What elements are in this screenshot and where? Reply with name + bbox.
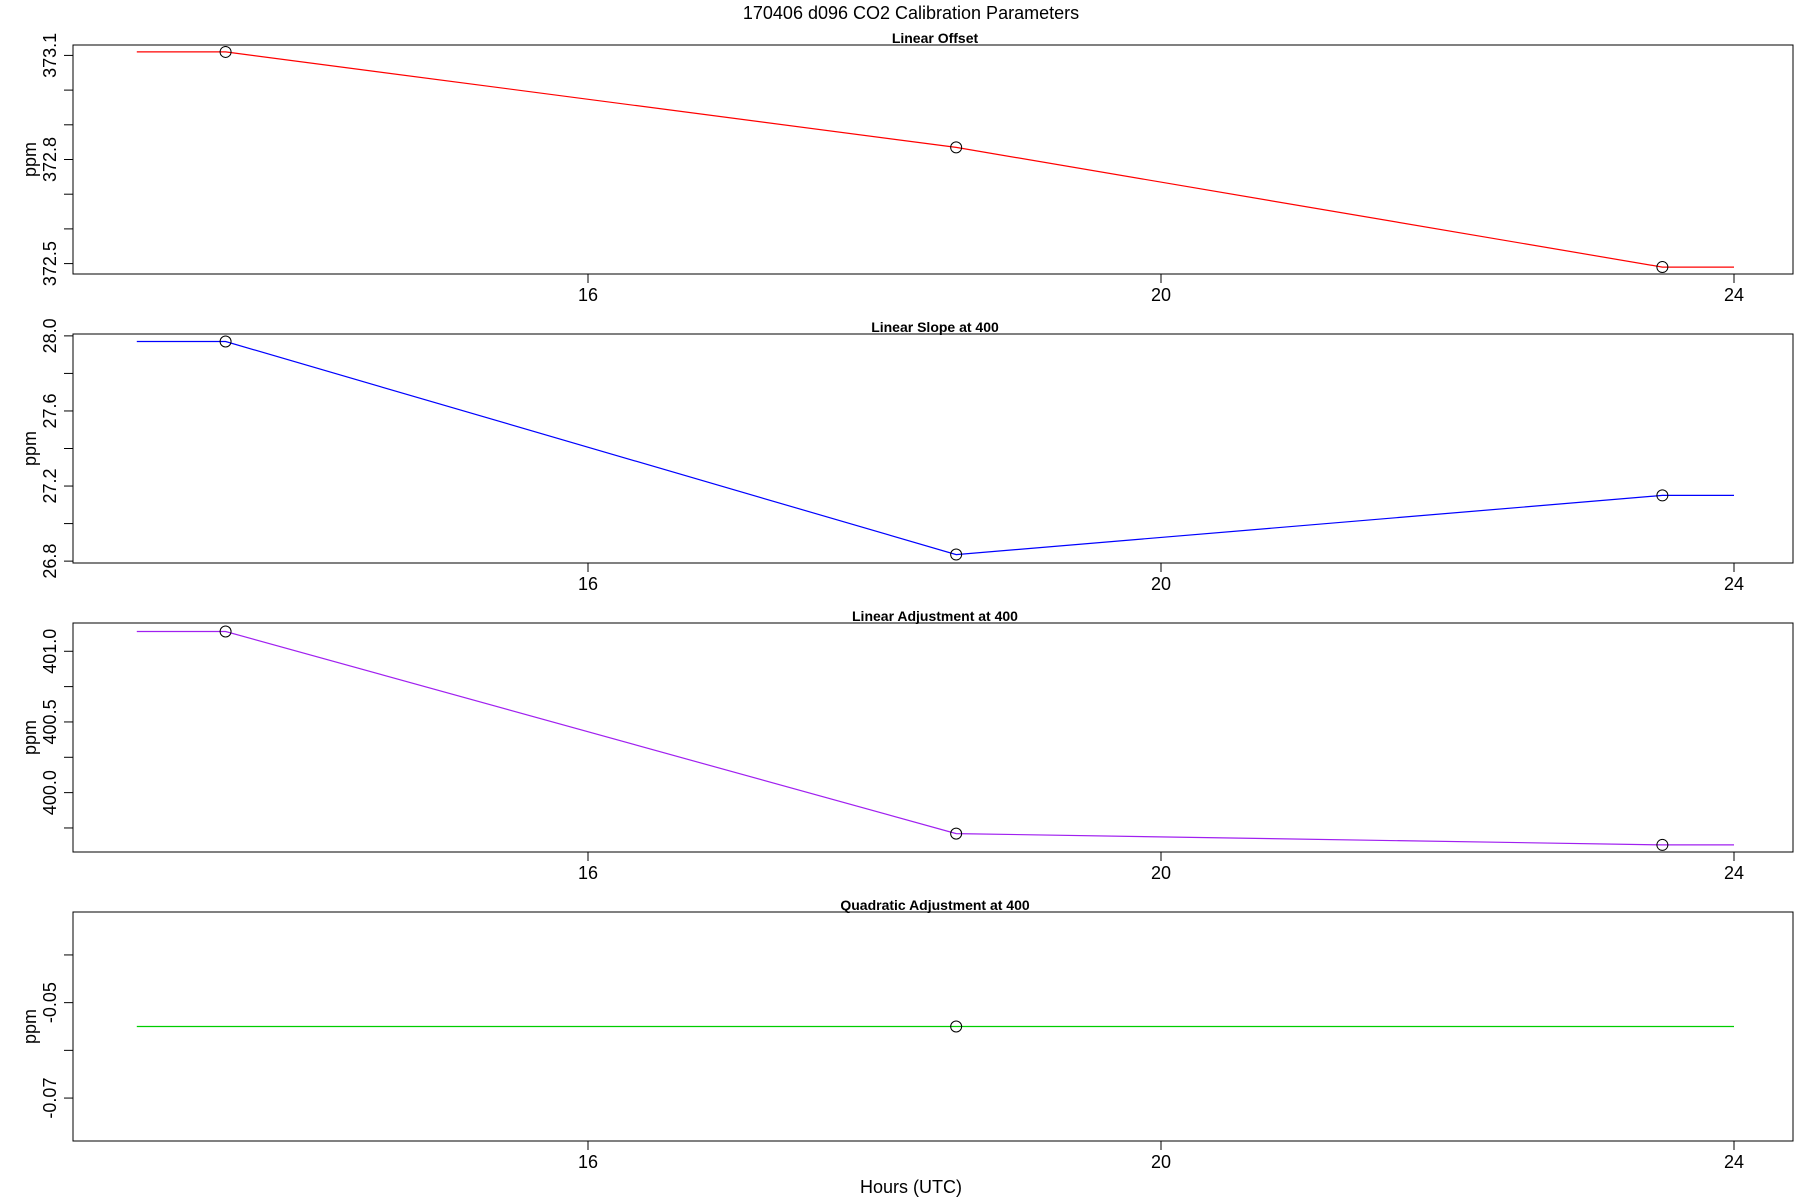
y-tick-label: 373.1 xyxy=(40,33,60,78)
x-tick-label: 16 xyxy=(578,1152,598,1172)
x-tick-label: 20 xyxy=(1151,863,1171,883)
y-tick-label: 401.0 xyxy=(40,629,60,674)
panel-title: Linear Adjustment at 400 xyxy=(852,608,1018,624)
data-point xyxy=(219,45,232,58)
x-tick-label: 24 xyxy=(1724,863,1744,883)
x-tick-label: 20 xyxy=(1151,285,1171,305)
y-tick-label: 26.8 xyxy=(40,544,60,579)
y-tick-label: 372.5 xyxy=(40,241,60,286)
x-tick-label: 16 xyxy=(578,574,598,594)
series-line xyxy=(136,630,1734,846)
plot-frame xyxy=(72,622,1794,853)
panel-title: Quadratic Adjustment at 400 xyxy=(840,897,1030,913)
figure-title: 170406 d096 CO2 Calibration Parameters xyxy=(743,3,1079,23)
data-point xyxy=(1656,261,1669,274)
series-line xyxy=(136,340,1734,556)
x-tick-label: 24 xyxy=(1724,1152,1744,1172)
panel-4: Quadratic Adjustment at 400 ppm 16 20 24 -0.0… xyxy=(20,897,1794,1172)
y-tick-label: 372.8 xyxy=(40,137,60,182)
plot-frame xyxy=(72,333,1794,564)
data-point xyxy=(950,141,963,154)
data-point xyxy=(950,827,963,840)
data-point xyxy=(950,1020,963,1033)
panel-title: Linear Slope at 400 xyxy=(871,319,999,335)
data-point xyxy=(1656,838,1669,851)
plot-frame xyxy=(72,911,1794,1142)
y-axis-label: ppm xyxy=(20,431,40,466)
panel-2: Linear Slope at 400 ppm 16 20 24 26.8 27.2 27.6… xyxy=(20,318,1794,594)
y-tick-label: -0.05 xyxy=(40,982,60,1023)
panel-title: Linear Offset xyxy=(892,30,979,46)
y-axis-label: ppm xyxy=(20,1009,40,1044)
y-axis-label: ppm xyxy=(20,720,40,755)
x-tick-label: 24 xyxy=(1724,574,1744,594)
data-point xyxy=(219,335,232,348)
y-tick-label: 27.6 xyxy=(40,393,60,428)
y-tick-label: 400.0 xyxy=(40,770,60,815)
x-tick-label: 20 xyxy=(1151,574,1171,594)
y-axis-label: ppm xyxy=(20,142,40,177)
y-tick-label: 28.0 xyxy=(40,318,60,353)
x-tick-label: 20 xyxy=(1151,1152,1171,1172)
data-point xyxy=(219,625,232,638)
x-axis-label: Hours (UTC) xyxy=(860,1177,962,1197)
x-tick-label: 24 xyxy=(1724,285,1744,305)
x-tick-label: 16 xyxy=(578,863,598,883)
x-tick-label: 16 xyxy=(578,285,598,305)
plot-frame xyxy=(72,44,1794,275)
series-line xyxy=(136,51,1734,268)
data-point xyxy=(950,548,963,561)
panel-1: Linear Offset ppm 16 20 24 372.5 372.8 373.1 xyxy=(20,30,1794,305)
y-tick-label: 27.2 xyxy=(40,469,60,504)
y-tick-label: -0.07 xyxy=(40,1078,60,1119)
panel-3: Linear Adjustment at 400 ppm 16 20 24 400.0 40… xyxy=(20,608,1794,883)
data-point xyxy=(1656,489,1669,502)
y-tick-label: 400.5 xyxy=(40,699,60,744)
